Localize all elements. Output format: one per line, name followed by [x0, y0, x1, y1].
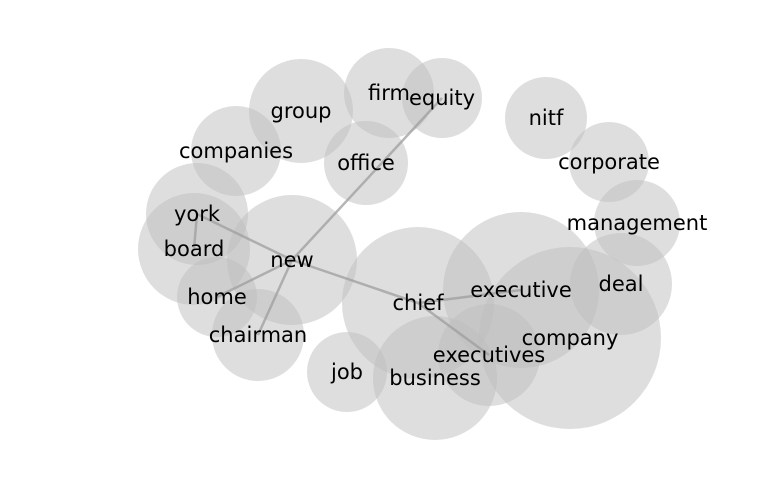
- word-label-executive: executive: [470, 278, 572, 302]
- link-new-equity: [291, 97, 443, 261]
- link-york-new: [196, 212, 293, 262]
- word-label-board: board: [164, 237, 225, 261]
- word-label-corporate: corporate: [558, 150, 660, 174]
- word-label-new: new: [270, 248, 313, 272]
- word-label-job: job: [330, 360, 363, 384]
- word-label-office: office: [337, 151, 395, 175]
- word-label-management: management: [567, 211, 708, 235]
- word-label-company: company: [522, 326, 619, 350]
- link-chief-executive: [417, 288, 522, 305]
- link-york-board: [192, 213, 199, 250]
- word-label-companies: companies: [179, 139, 293, 163]
- bubble-business: [373, 316, 497, 440]
- word-label-firm: firm: [368, 81, 410, 105]
- word-label-chief: chief: [392, 291, 444, 315]
- bubble-office: [324, 121, 408, 205]
- link-new-chairman: [256, 259, 294, 336]
- word-label-chairman: chairman: [209, 323, 307, 347]
- link-new-home: [216, 258, 293, 299]
- link-chief-executives: [417, 301, 490, 357]
- word-label-business: business: [389, 366, 481, 390]
- bubble-nitf: [505, 77, 587, 159]
- bubble-job: [307, 332, 387, 412]
- word-label-nitf: nitf: [529, 106, 564, 130]
- word-label-equity: equity: [409, 86, 475, 110]
- word-label-group: group: [271, 99, 332, 123]
- word-label-york: york: [174, 202, 221, 226]
- word-label-home: home: [187, 285, 247, 309]
- word-label-deal: deal: [599, 272, 644, 296]
- link-layer: [192, 97, 522, 357]
- link-new-chief: [291, 258, 419, 305]
- word-label-executives: executives: [433, 343, 545, 367]
